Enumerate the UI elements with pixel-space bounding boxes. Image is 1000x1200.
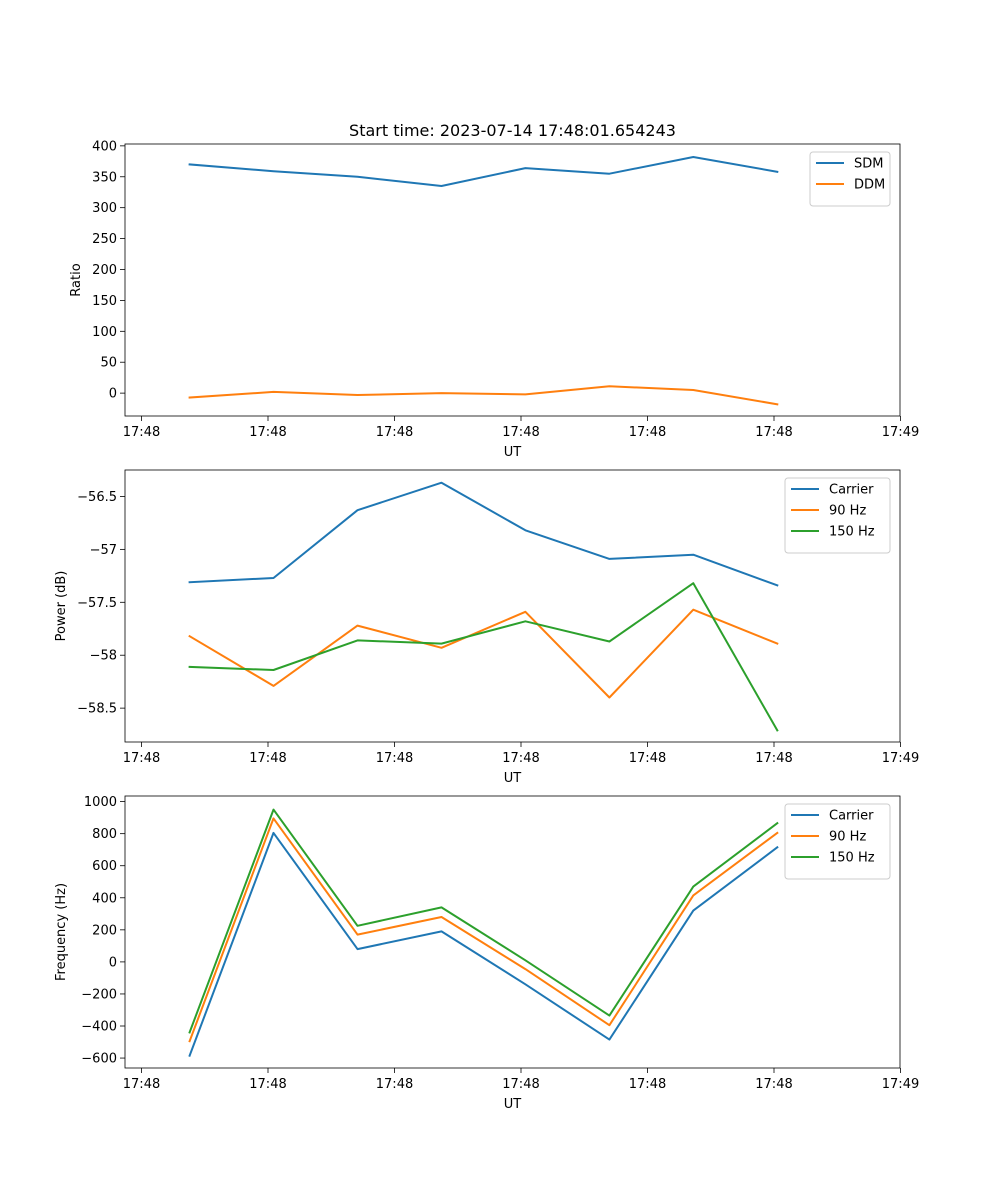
legend-label: SDM xyxy=(854,157,883,172)
y-tick-label: 300 xyxy=(92,201,117,216)
y-tick-label: 350 xyxy=(92,170,117,185)
y-tick-label: 150 xyxy=(92,294,117,309)
series-line-150-hz xyxy=(188,582,779,732)
legend-label: 90 Hz xyxy=(829,504,866,519)
legend: Carrier 90 Hz 150 Hz xyxy=(784,803,891,880)
y-tick-label: 0 xyxy=(109,387,117,402)
legend-label: Carrier xyxy=(829,483,874,498)
x-tick-label: 17:49 xyxy=(882,425,919,440)
y-tick-label: −57 xyxy=(90,543,117,558)
y-axis-label: Ratio xyxy=(69,263,84,296)
figure-title: Start time: 2023-07-14 17:48:01.654243 xyxy=(349,121,676,140)
legend-label: 150 Hz xyxy=(829,525,875,540)
y-tick-label: −600 xyxy=(81,1052,117,1067)
y-tick-label: 50 xyxy=(100,356,117,371)
x-tick-label: 17:48 xyxy=(502,1077,539,1092)
y-tick-label: 200 xyxy=(92,923,117,938)
y-axis-label: Power (dB) xyxy=(54,571,69,642)
subplot-1: 17:48 17:48 17:48 17:48 17:48 17:48 17:49 0 50 10… xyxy=(69,139,919,460)
x-tick-label: 17:48 xyxy=(755,751,792,766)
legend: SDM DDM xyxy=(809,151,891,207)
series-line-90-hz xyxy=(188,817,779,1043)
series-line-150-hz xyxy=(188,808,779,1034)
x-tick-label: 17:48 xyxy=(629,425,666,440)
series-line-sdm xyxy=(188,156,779,187)
legend-label: 90 Hz xyxy=(829,830,866,845)
x-axis-label: UT xyxy=(504,445,522,460)
x-tick-label: 17:48 xyxy=(123,425,160,440)
y-tick-label: −57.5 xyxy=(77,596,117,611)
axes-frame xyxy=(124,143,901,417)
series-line-carrier xyxy=(188,481,779,587)
legend-box xyxy=(809,151,891,207)
series-line-carrier xyxy=(188,831,779,1057)
subplot-3: 17:48 17:48 17:48 17:48 17:48 17:48 17:49 −600 −… xyxy=(54,795,919,1112)
x-tick-label: 17:48 xyxy=(249,425,286,440)
legend: Carrier 90 Hz 150 Hz xyxy=(784,477,891,554)
x-tick-label: 17:48 xyxy=(502,425,539,440)
x-tick-label: 17:48 xyxy=(376,425,413,440)
legend-label: Carrier xyxy=(829,809,874,824)
x-axis-label: UT xyxy=(504,771,522,786)
y-tick-label: 250 xyxy=(92,232,117,247)
y-tick-label: −200 xyxy=(81,987,117,1002)
x-tick-label: 17:48 xyxy=(249,751,286,766)
y-tick-label: 1000 xyxy=(84,795,117,810)
y-tick-label: 0 xyxy=(109,955,117,970)
series-line-ddm xyxy=(188,385,779,406)
y-axis-label: Frequency (Hz) xyxy=(54,883,69,981)
y-tick-label: 400 xyxy=(92,139,117,154)
x-tick-label: 17:48 xyxy=(123,1077,160,1092)
legend-box xyxy=(784,803,891,880)
legend-label: 150 Hz xyxy=(829,851,875,866)
x-tick-label: 17:48 xyxy=(376,1077,413,1092)
x-tick-label: 17:49 xyxy=(882,751,919,766)
y-tick-label: −400 xyxy=(81,1020,117,1035)
y-tick-label: 800 xyxy=(92,827,117,842)
axes-frame xyxy=(124,469,901,743)
axes-frame xyxy=(124,795,901,1069)
series-line-90-hz xyxy=(188,608,779,699)
y-tick-label: 400 xyxy=(92,891,117,906)
y-tick-label: −58 xyxy=(90,649,117,664)
legend-box xyxy=(784,477,891,554)
x-tick-label: 17:48 xyxy=(376,751,413,766)
x-tick-label: 17:48 xyxy=(629,751,666,766)
x-tick-label: 17:48 xyxy=(249,1077,286,1092)
subplots: 17:48 17:48 17:48 17:48 17:48 17:48 17:49 0 50 10… xyxy=(54,139,919,1112)
y-tick-label: −56.5 xyxy=(77,490,117,505)
legend-label: DDM xyxy=(854,178,885,193)
x-tick-label: 17:48 xyxy=(629,1077,666,1092)
x-axis-label: UT xyxy=(504,1097,522,1112)
subplot-2: 17:48 17:48 17:48 17:48 17:48 17:48 17:49 −58.5… xyxy=(54,469,919,786)
x-tick-label: 17:48 xyxy=(502,751,539,766)
y-tick-label: 200 xyxy=(92,263,117,278)
x-tick-label: 17:49 xyxy=(882,1077,919,1092)
x-tick-label: 17:48 xyxy=(123,751,160,766)
y-tick-label: 600 xyxy=(92,859,117,874)
x-tick-label: 17:48 xyxy=(755,425,792,440)
x-tick-label: 17:48 xyxy=(755,1077,792,1092)
y-tick-label: −58.5 xyxy=(77,702,117,717)
y-tick-label: 100 xyxy=(92,325,117,340)
